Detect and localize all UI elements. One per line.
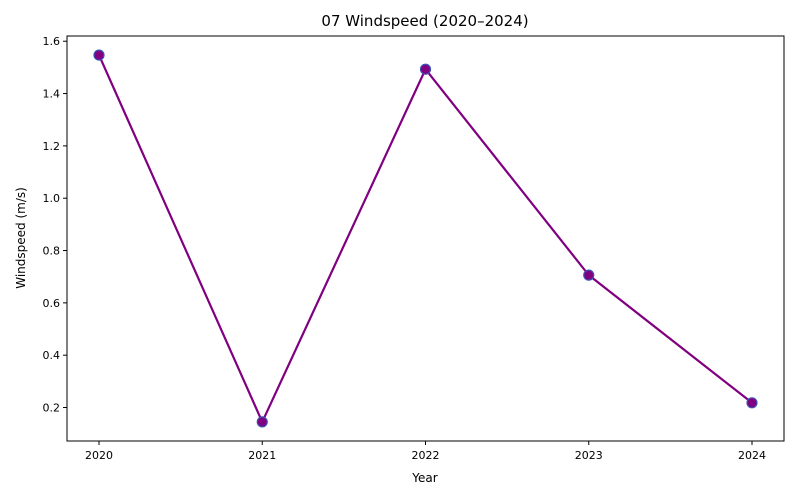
data-point xyxy=(746,397,758,409)
data-point xyxy=(256,416,268,428)
x-tick-label: 2021 xyxy=(248,449,276,462)
data-point xyxy=(93,49,105,61)
x-axis: 2020 2021 2022 2023 2024 xyxy=(85,441,766,462)
data-point xyxy=(419,63,432,75)
data-point xyxy=(583,269,595,281)
y-tick-label: 1.4 xyxy=(43,88,61,101)
x-tick-label: 2024 xyxy=(738,449,766,462)
series-line xyxy=(97,54,753,424)
y-tick-label: 0.6 xyxy=(43,297,61,310)
series-layer xyxy=(93,49,758,428)
y-tick-label: 1.2 xyxy=(43,140,61,153)
y-tick-label: 1.6 xyxy=(43,35,61,48)
y-axis-label: Windspeed (m/s) xyxy=(14,187,28,289)
y-tick-label: 0.2 xyxy=(43,402,61,415)
y-axis: 0.2 0.4 0.6 0.8 1.0 1.2 1.4 1.6 xyxy=(43,35,67,415)
y-tick-label: 0.8 xyxy=(43,245,61,258)
x-axis-label: Year xyxy=(411,471,437,485)
x-tick-label: 2023 xyxy=(575,449,603,462)
y-tick-label: 0.4 xyxy=(43,349,61,362)
x-tick-label: 2020 xyxy=(85,449,113,462)
plot-frame xyxy=(66,35,785,442)
chart-title: 07 Windspeed (2020–2024) xyxy=(321,12,528,30)
y-tick-label: 1.0 xyxy=(43,192,61,205)
x-tick-label: 2022 xyxy=(412,449,440,462)
